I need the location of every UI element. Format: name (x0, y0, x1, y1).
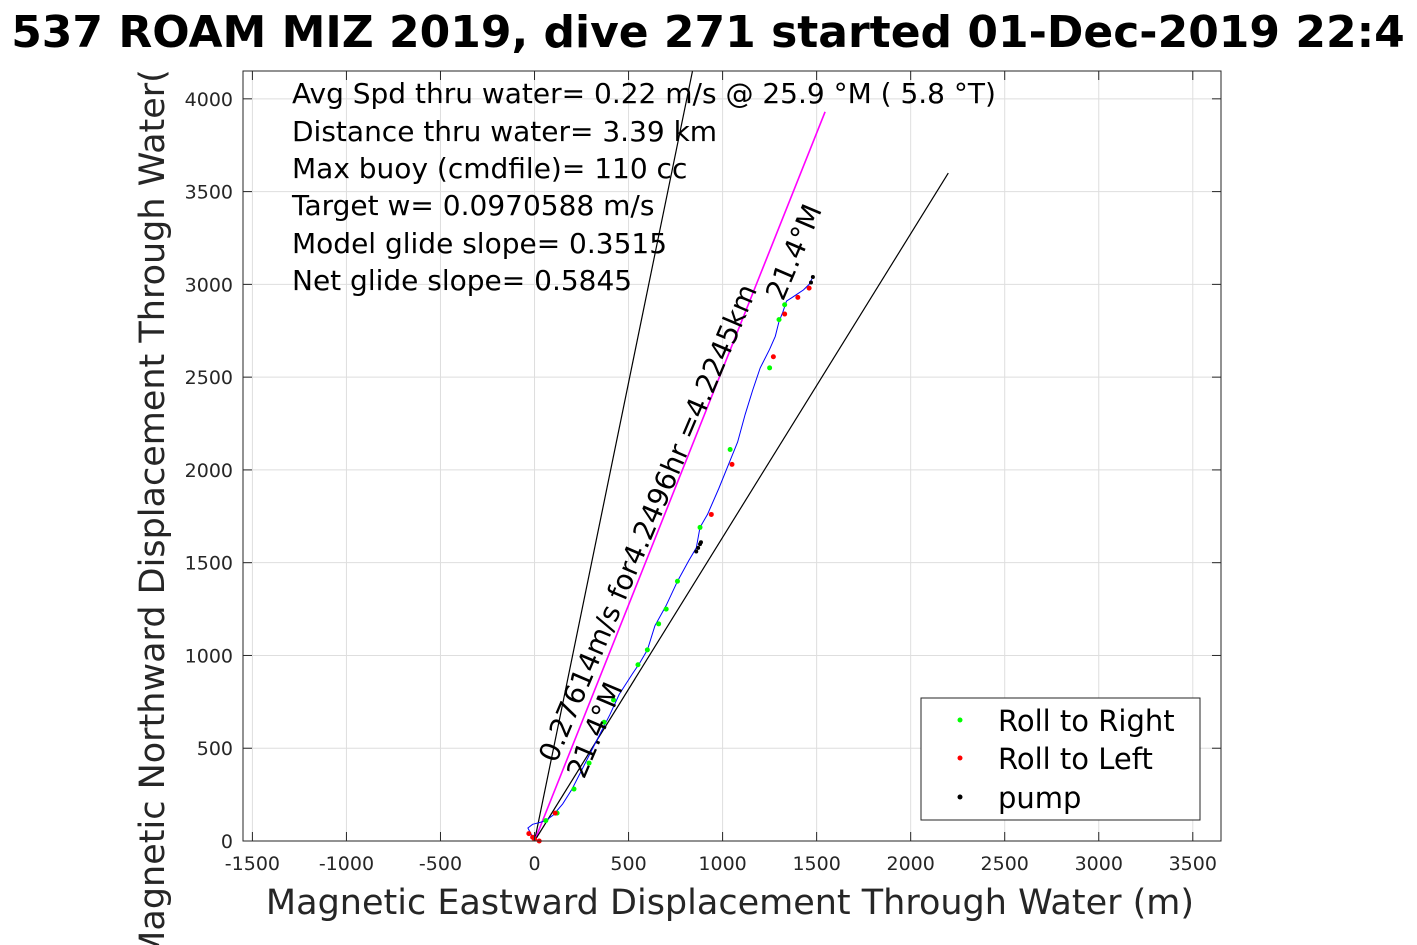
y-axis-label: Magnetic Northward Displacement Through … (133, 69, 173, 945)
x-tick-label: 2500 (981, 853, 1029, 875)
legend-box (920, 697, 1201, 821)
legend: Roll to Right Roll to Left pump (920, 697, 1201, 821)
roll-left-point (782, 311, 788, 317)
y-tick-label: 3000 (185, 274, 233, 296)
pump-point (808, 280, 813, 285)
roll-left-point (552, 810, 558, 816)
roll-right-point (571, 786, 577, 792)
track-layer (527, 278, 813, 842)
y-tick-label: 500 (197, 738, 233, 760)
roll-right-point (663, 606, 669, 612)
roll-right-point (782, 302, 788, 308)
y-tick-label: 2500 (185, 367, 233, 389)
info-text: Avg Spd thru water= 0.22 m/s @ 25.9 °M (… (291, 77, 996, 297)
legend-marker-roll-left (957, 755, 963, 761)
x-tick-label: 3000 (1075, 853, 1123, 875)
roll-right-point (611, 697, 617, 703)
roll-right-point (644, 647, 650, 653)
glider-track-line (527, 278, 813, 842)
info-target-w: Target w= 0.0970588 m/s (291, 189, 654, 222)
roll-left-point (795, 294, 801, 300)
pump-point (696, 545, 701, 550)
roll-left-point (708, 511, 714, 517)
roll-right-point (635, 662, 641, 668)
roll-left-point (526, 831, 532, 837)
y-tick-label: 0 (221, 831, 233, 853)
info-net-glide: Net glide slope= 0.5845 (292, 264, 632, 297)
x-tick-label: 3500 (1169, 853, 1217, 875)
guide-line-model (533, 111, 826, 842)
roll-left-point (729, 461, 735, 467)
info-model-glide: Model glide slope= 0.3515 (292, 227, 667, 260)
x-tick-label: -500 (419, 853, 462, 875)
axes-box (242, 70, 1222, 842)
x-tick-label: -1000 (319, 853, 374, 875)
guide-line-steep (533, 70, 694, 842)
info-distance: Distance thru water= 3.39 km (292, 115, 717, 148)
roll-right-point (727, 447, 733, 453)
x-axis-label: Magnetic Eastward Displacement Through W… (266, 883, 1194, 923)
y-tick-label: 4000 (185, 89, 233, 111)
x-tick-label: 0 (528, 853, 540, 875)
roll-right-point (656, 621, 662, 627)
roll-left-point (806, 285, 812, 291)
roll-right-point (674, 578, 680, 584)
roll-right-point (697, 524, 703, 530)
info-max-buoy: Max buoy (cmdfile)= 110 cc (292, 152, 687, 185)
legend-marker-roll-right (957, 717, 963, 723)
roll-left-point (770, 354, 776, 360)
x-tick-label: 500 (610, 853, 646, 875)
pump-point (698, 540, 703, 545)
roll-right-point (767, 365, 773, 371)
chart-title: 537 ROAM MIZ 2019, dive 271 started 01-D… (11, 7, 1405, 58)
guide-lines (533, 70, 949, 842)
info-avg-speed: Avg Spd thru water= 0.22 m/s @ 25.9 °M (… (292, 77, 996, 110)
x-tick-label: 2000 (886, 853, 934, 875)
x-axis-ticks: -1500 -1000 -500 0 500 1000 1500 2000 2500 3000 35… (225, 71, 1217, 875)
pump-point (810, 274, 815, 279)
legend-label-roll-right: Roll to Right (998, 704, 1175, 738)
x-tick-label: -1500 (225, 853, 280, 875)
y-axis-ticks: 0 500 1000 1500 2000 2500 3000 3500 4000 (185, 89, 1221, 853)
pump-point (694, 549, 699, 554)
x-tick-label: 1000 (698, 853, 746, 875)
roll-right-point (776, 317, 782, 323)
legend-label-roll-left: Roll to Left (998, 742, 1153, 776)
x-tick-label: 1500 (792, 853, 840, 875)
y-tick-label: 2000 (185, 460, 233, 482)
roll-right-point (543, 818, 549, 824)
roll-right-point (586, 760, 592, 766)
legend-marker-pump (957, 794, 963, 800)
y-tick-label: 1000 (185, 645, 233, 667)
roll-right-point (601, 719, 607, 725)
y-tick-label: 3500 (185, 182, 233, 204)
legend-label-pump: pump (998, 781, 1081, 815)
y-tick-label: 1500 (185, 553, 233, 575)
guide-line-shallow (534, 172, 949, 842)
